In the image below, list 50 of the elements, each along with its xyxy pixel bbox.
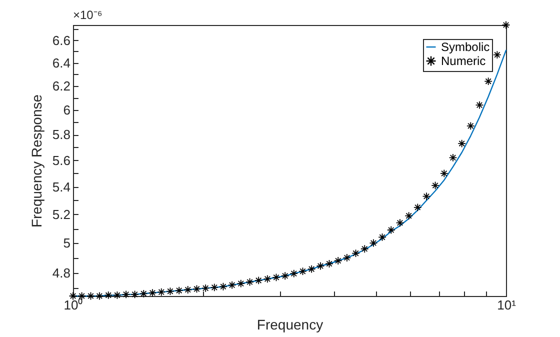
y-axis-title: Frequency Response [28,94,44,228]
point [130,290,139,299]
point [201,284,210,292]
point [422,192,431,201]
point [148,288,157,298]
x-tick-label: 10⁰ [64,298,84,312]
point [396,218,404,228]
point [413,203,422,212]
point [378,233,386,242]
point [86,292,95,300]
x-axis-title: Frequency [256,316,324,332]
point [95,292,104,300]
legend-label: Numeric [441,54,486,68]
legend-label: Symbolic [441,40,490,54]
point [157,288,166,296]
point [210,283,219,292]
point [386,226,396,234]
text: ×10⁻⁶ [73,8,102,22]
point [174,286,184,295]
point [448,154,458,162]
y-tick-label: 6.2 [52,78,70,94]
point [352,249,360,258]
point [113,291,122,300]
point [502,20,510,30]
point [192,284,201,294]
y-tick-label: 4.8 [52,265,70,280]
point [166,287,174,296]
y-tick-label: 6.6 [52,32,70,48]
point [360,244,369,254]
y-tick-label: 6.4 [52,55,70,70]
y-tick-label: 5.2 [52,206,70,222]
point [466,122,475,130]
y-tick-label: 6 [63,102,70,118]
point [104,291,113,300]
point [139,289,148,298]
point [404,212,413,220]
point [369,238,378,248]
point [458,139,466,148]
point [493,50,502,60]
y-tick-label: 5.8 [52,127,70,142]
point [475,100,484,110]
point [184,286,192,294]
point [440,169,448,178]
y-tick-label: 5.6 [52,152,70,168]
point [484,77,492,86]
y-tick-label: 5 [63,236,70,251]
point [122,290,130,299]
point [431,181,440,190]
x-tick-label: 10¹ [497,298,517,312]
y-tick-label: 5.4 [52,179,70,194]
